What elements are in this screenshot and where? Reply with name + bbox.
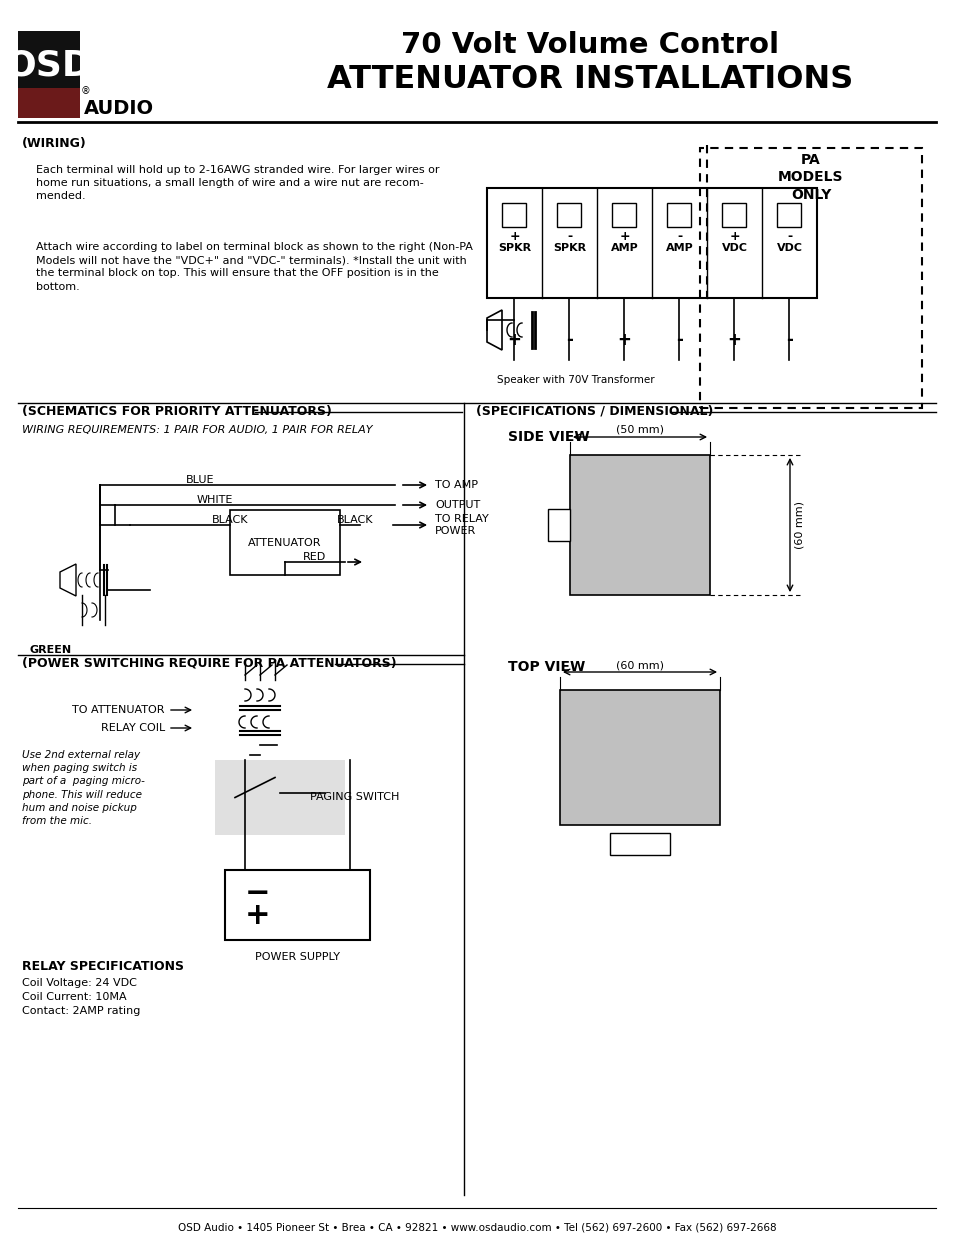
Text: PAGING SWITCH: PAGING SWITCH [310, 793, 399, 803]
Text: WIRING REQUIREMENTS: 1 PAIR FOR AUDIO, 1 PAIR FOR RELAY: WIRING REQUIREMENTS: 1 PAIR FOR AUDIO, 1… [22, 425, 372, 435]
Text: (60 mm): (60 mm) [616, 659, 663, 671]
Polygon shape [60, 564, 76, 597]
Text: Coil Voltage: 24 VDC
Coil Current: 10MA
Contact: 2AMP rating: Coil Voltage: 24 VDC Coil Current: 10MA … [22, 978, 140, 1016]
Text: SPKR: SPKR [497, 243, 531, 253]
Text: +: + [245, 900, 271, 930]
Text: SIDE VIEW: SIDE VIEW [507, 430, 589, 445]
Text: (WIRING): (WIRING) [22, 137, 87, 149]
Text: TOP VIEW: TOP VIEW [507, 659, 584, 674]
Text: -: - [786, 230, 791, 243]
Bar [721, 203, 745, 227]
Text: +: + [507, 331, 521, 350]
Bar [667, 203, 691, 227]
Text: BLACK: BLACK [212, 515, 248, 525]
Polygon shape [486, 310, 501, 350]
Text: VDC: VDC [720, 243, 747, 253]
Text: Use 2nd external relay
when paging switch is
part of a  paging micro-
phone. Thi: Use 2nd external relay when paging switc… [22, 750, 145, 826]
Bar [225, 869, 370, 940]
Text: +: + [728, 230, 739, 243]
Bar [777, 203, 801, 227]
Bar [700, 148, 921, 408]
Text: -: - [676, 331, 682, 350]
Text: GREEN: GREEN [30, 645, 72, 655]
Text: (POWER SWITCHING REQUIRE FOR PA ATTENUATORS): (POWER SWITCHING REQUIRE FOR PA ATTENUAT… [22, 657, 396, 671]
Text: Attach wire according to label on terminal block as shown to the right (Non-PA
M: Attach wire according to label on termin… [36, 242, 473, 291]
Text: OUTPUT: OUTPUT [435, 500, 479, 510]
Text: BLACK: BLACK [336, 515, 373, 525]
Text: SPKR: SPKR [553, 243, 585, 253]
Text: (SPECIFICATIONS / DIMENSIONAL): (SPECIFICATIONS / DIMENSIONAL) [476, 405, 713, 417]
Text: AUDIO: AUDIO [84, 99, 154, 117]
Text: (SCHEMATICS FOR PRIORITY ATTENUATORS): (SCHEMATICS FOR PRIORITY ATTENUATORS) [22, 405, 332, 417]
Bar [559, 690, 720, 825]
Text: +: + [618, 230, 629, 243]
Bar [502, 203, 526, 227]
Bar [486, 188, 816, 298]
Text: AMP: AMP [665, 243, 693, 253]
Text: OSD: OSD [6, 48, 92, 82]
Text: AMP: AMP [610, 243, 638, 253]
Text: RELAY SPECIFICATIONS: RELAY SPECIFICATIONS [22, 960, 184, 973]
Text: ATTENUATOR INSTALLATIONS: ATTENUATOR INSTALLATIONS [327, 64, 852, 95]
Bar [230, 510, 339, 576]
Bar [612, 203, 636, 227]
Text: +: + [509, 230, 519, 243]
Text: +: + [617, 331, 631, 350]
Text: WHITE: WHITE [196, 495, 233, 505]
Text: (50 mm): (50 mm) [616, 425, 663, 435]
Text: RED: RED [303, 552, 326, 562]
Text: TO ATTENUATOR: TO ATTENUATOR [72, 705, 165, 715]
Text: ®: ® [81, 86, 91, 96]
Text: (60 mm): (60 mm) [794, 501, 804, 550]
Bar [609, 832, 669, 855]
Bar [214, 760, 345, 835]
Text: +: + [727, 331, 740, 350]
Bar [547, 509, 569, 541]
Bar [18, 88, 80, 119]
Bar [18, 31, 80, 88]
Text: VDC: VDC [776, 243, 801, 253]
Text: -: - [677, 230, 681, 243]
Text: TO RELAY
POWER: TO RELAY POWER [435, 514, 488, 536]
Text: POWER SUPPLY: POWER SUPPLY [254, 952, 339, 962]
Text: ATTENUATOR: ATTENUATOR [248, 537, 321, 547]
Text: Each terminal will hold up to 2-16AWG stranded wire. For larger wires or
home ru: Each terminal will hold up to 2-16AWG st… [36, 165, 439, 201]
Text: -: - [566, 230, 572, 243]
Text: -: - [565, 331, 573, 350]
Text: TO AMP: TO AMP [435, 480, 477, 490]
Text: 70 Volt Volume Control: 70 Volt Volume Control [400, 31, 779, 59]
Text: Speaker with 70V Transformer: Speaker with 70V Transformer [497, 375, 654, 385]
Text: −: − [245, 878, 271, 908]
Text: BLUE: BLUE [186, 475, 214, 485]
Bar [557, 203, 581, 227]
Text: OSD Audio • 1405 Pioneer St • Brea • CA • 92821 • www.osdaudio.com • Tel (562) 6: OSD Audio • 1405 Pioneer St • Brea • CA … [177, 1221, 776, 1233]
Bar [569, 454, 709, 595]
Text: PA
MODELS
ONLY: PA MODELS ONLY [778, 153, 842, 201]
Text: -: - [785, 331, 792, 350]
Text: RELAY COIL: RELAY COIL [101, 722, 165, 734]
